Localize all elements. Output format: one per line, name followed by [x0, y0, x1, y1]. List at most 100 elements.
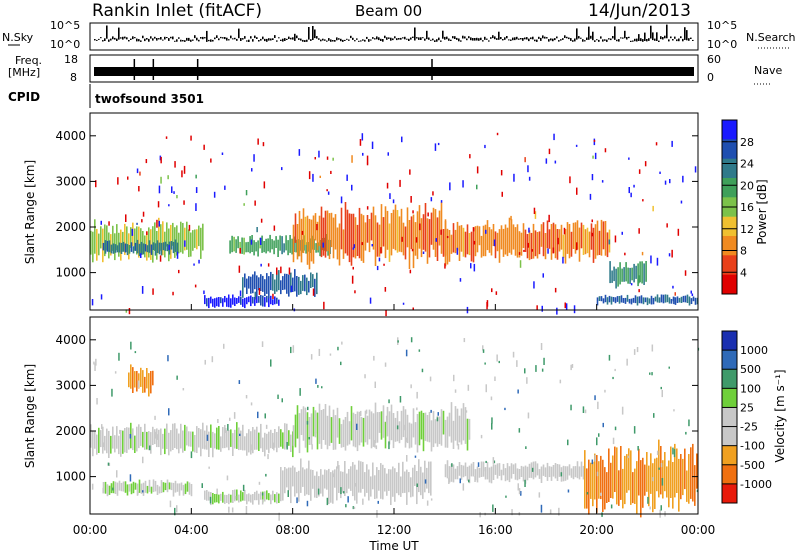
velocity-region-1-streak [398, 421, 401, 444]
velocity-region-1-streak [310, 413, 313, 445]
velocity-region-5-streak [472, 462, 475, 477]
nsky-trace-segment [316, 36, 318, 39]
nsky-trace-segment [468, 36, 470, 39]
velocity-region-6-streak [686, 470, 688, 502]
power-region-7-streak [630, 298, 633, 305]
power-region-5-streak [438, 210, 441, 246]
velocity-speckle [91, 483, 94, 490]
velocity-region-1-streak [406, 414, 409, 444]
nsky-trace-segment [218, 38, 220, 41]
velocity-speckle [538, 492, 541, 498]
velocity-region-0-streak [290, 434, 292, 452]
velocity-region-5-streak [498, 463, 501, 476]
velocity-speckle [457, 444, 460, 450]
velocity-region-5-streak [510, 463, 513, 479]
power-speckle [673, 296, 675, 305]
power-region-6-streak [506, 227, 509, 257]
nsky-trace-segment [180, 39, 182, 42]
velocity-region-4-streak [394, 468, 396, 502]
velocity-speckle [647, 496, 649, 504]
power-region-7-streak [648, 298, 651, 304]
power-region-4-streak [269, 234, 271, 253]
power-region-0-streak [158, 217, 160, 254]
nsky-trace-segment [546, 37, 548, 39]
velocity-region-3-streak [222, 491, 224, 503]
nsky-trace-segment [120, 37, 122, 39]
velocity-speckle [474, 476, 476, 482]
nsky-trace-segment [106, 25, 108, 39]
velocity-speckle [118, 352, 120, 361]
nsky-trace-segment [288, 36, 290, 39]
nsky-trace-segment [480, 37, 482, 41]
power-speckle [158, 185, 161, 194]
velocity-region-4-streak [314, 475, 316, 498]
velocity-region-0-streak [242, 424, 244, 451]
power-region-4-streak [271, 239, 273, 250]
nsky-trace-segment [294, 33, 296, 41]
velocity-region-5-streak [462, 465, 465, 478]
power-region-7-streak [638, 296, 641, 304]
power-region-3-streak [294, 269, 296, 292]
velocity-region-0-streak [168, 432, 170, 456]
nsky-trace-segment [246, 40, 248, 42]
beam-title: Beam 00 [355, 2, 422, 20]
power-speckle [410, 196, 412, 203]
power-speckle [352, 266, 354, 270]
power-region-6-streak [504, 224, 507, 255]
power-speckle [125, 309, 128, 313]
nsky-trace-segment [508, 39, 510, 41]
power-speckle [184, 240, 186, 247]
velocity-speckle [399, 396, 402, 403]
velocity-region-6-streak [648, 465, 650, 507]
velocity-speckle [397, 340, 399, 343]
velocity-colorbar-swatch [722, 426, 737, 447]
power-speckle [203, 144, 205, 150]
power-region-1-streak [134, 242, 137, 251]
velocity-speckle [261, 492, 264, 496]
power-region-6-streak [548, 229, 551, 249]
velocity-region-3-streak [238, 494, 240, 503]
velocity-region-6-streak [588, 459, 590, 515]
velocity-region-2-streak [152, 479, 155, 493]
power-region-8-streak [621, 268, 623, 282]
velocity-region-6-streak [614, 446, 616, 492]
nsky-trace-segment [540, 37, 542, 41]
x-tick-label: 12:00 [377, 523, 412, 537]
velocity-region-4-streak [312, 470, 314, 489]
power-colorbar-swatch [722, 120, 737, 140]
power-region-5-streak [356, 224, 359, 256]
power-speckle [531, 249, 533, 252]
power-speckle [547, 248, 549, 254]
velocity-region-1-streak [352, 412, 355, 447]
power-region-0-streak [154, 222, 156, 251]
nsky-trace-segment [164, 36, 166, 40]
power-speckle [203, 290, 205, 295]
velocity-region-3-streak [272, 490, 274, 501]
velocity-colorbar-swatch [722, 331, 737, 351]
cpid-value: twofsound 3501 [95, 92, 204, 106]
nsky-trace-segment [556, 36, 558, 39]
velocity-speckle [424, 479, 427, 484]
velocity-region-1-streak [346, 411, 349, 446]
nsky-trace-segment [520, 38, 522, 40]
velocity-speckle [190, 451, 193, 459]
velocity-region-4-streak [360, 461, 362, 493]
velocity-region-1-streak [302, 406, 305, 441]
power-region-3-streak [314, 278, 316, 297]
power-speckle [108, 221, 110, 226]
power-region-1-streak [120, 242, 123, 254]
power-speckle [159, 155, 162, 161]
nsky-trace-segment [454, 36, 456, 39]
power-region-4-streak [273, 240, 275, 255]
power-speckle [677, 228, 680, 236]
nsky-trace-segment [178, 37, 180, 39]
power-region-1-streak [140, 241, 143, 255]
velocity-speckle [558, 507, 560, 516]
velocity-speckle [511, 509, 513, 516]
velocity-speckle [227, 424, 229, 431]
velocity-region-0-streak [134, 435, 136, 453]
velocity-speckle [365, 409, 368, 414]
power-speckle [188, 224, 191, 231]
power-region-6-streak [452, 223, 455, 253]
